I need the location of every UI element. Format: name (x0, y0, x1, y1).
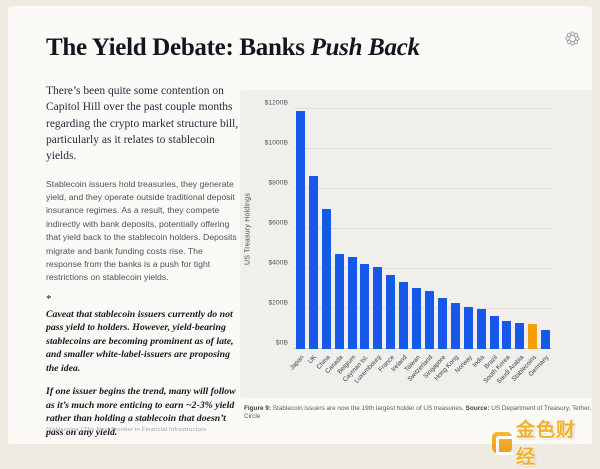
bar-switzerland (425, 291, 435, 349)
gridline (294, 108, 552, 109)
bar-china (321, 209, 331, 349)
commentary-column: There’s been quite some contention on Ca… (46, 83, 240, 449)
bar-hong-kong (450, 303, 460, 349)
bar-france (386, 275, 396, 349)
bar-cayman-isl- (360, 264, 370, 349)
slide-background: { "slide": { "title": { "regular": "The … (8, 6, 594, 468)
bar-canada (334, 254, 344, 349)
bar-india (476, 309, 486, 349)
bar-slot: China (315, 109, 333, 371)
bar-slot: Taiwan (403, 109, 423, 373)
jinse-logo-icon (492, 431, 515, 455)
figure-caption: Figure 9: Stablecoin issuers are now the… (244, 405, 594, 422)
y-tick-label: $0B (275, 339, 288, 346)
footnote-marker: * (46, 292, 52, 305)
bar-slot: Luxembourg (354, 109, 384, 385)
x-tick-label: Japan (288, 354, 306, 372)
bar-taiwan (412, 288, 422, 349)
bar-germany (541, 330, 551, 349)
bar-saudi-arabia (515, 323, 525, 349)
y-tick-label: $200B (268, 299, 288, 307)
bar-brazil (489, 316, 499, 349)
bar-chart-plot: US Treasury Holdings $0B $200B $400B $600B $… (245, 99, 552, 385)
bar-slot: South Korea (483, 109, 514, 385)
footer-title: Stablecoins | The Next Frontier in Finan… (46, 427, 207, 433)
bar-slot: Ireland (390, 109, 410, 373)
bar-slot: Brazil (483, 109, 501, 370)
bar-south-korea (502, 321, 512, 349)
bar-slot: Hong Kong (434, 109, 462, 382)
bar-slot: Saudi Arabia (495, 109, 526, 385)
bar-luxembourg (373, 267, 383, 349)
title-regular: The Yield Debate: Banks (46, 34, 311, 61)
bar-stablecoins (528, 324, 538, 349)
body-paragraph: Stablecoin issuers hold treasuries, they… (46, 178, 237, 283)
footnote-paragraph-2: If one issuer begins the trend, many wil… (46, 386, 236, 438)
bar-slot: India (472, 109, 488, 369)
bars-layer: Japan UK China Canada Belgium Cayman Isl. Luxe… (289, 109, 552, 385)
source-text: US Department of Treasury, Tether, Circl… (244, 405, 592, 421)
footnote-paragraph-1: Caveat that stablecoin issuers currently… (46, 308, 234, 374)
bar-slot: Belgium (336, 109, 359, 376)
rosette-logo-icon (565, 31, 580, 46)
bar-slot: France (377, 109, 397, 373)
bar-uk (308, 176, 318, 349)
bar-japan (295, 111, 305, 349)
gridline (294, 148, 552, 149)
bar-norway (463, 307, 473, 349)
bar-slot: Singapore (423, 109, 449, 380)
bar-slot: Stablecoins (510, 109, 539, 383)
title-italic: Push Back (310, 34, 420, 61)
bar-slot: UK (307, 109, 320, 365)
intro-paragraph: There’s been quite some contention on Ca… (46, 85, 239, 163)
page-title: The Yield Debate: Banks Push Back (46, 34, 420, 62)
y-tick-label: $400B (268, 259, 288, 267)
jinse-watermark: 金色财经 (492, 415, 592, 469)
source-label: Source: (465, 405, 490, 412)
jinse-watermark-text: 金色财经 (515, 420, 576, 468)
gridline (294, 348, 552, 349)
y-axis-title: US Treasury Holdings (244, 192, 252, 266)
bar-slot: Cayman Isl. (342, 109, 372, 383)
y-tick-label: $800B (268, 179, 288, 187)
gridline (294, 308, 552, 310)
bar-slot: Japan (289, 109, 307, 372)
chart-card: US Treasury Holdings $0B $200B $400B $600B $… (240, 90, 593, 398)
bar-singapore (437, 298, 447, 349)
gridline (294, 268, 552, 270)
bar-slot: Norway (453, 109, 475, 375)
figure-label: Figure 9: (244, 405, 271, 412)
bar-slot: Germany (528, 109, 552, 378)
slide-card: The Yield Debate: Banks Push Back There’… (8, 6, 594, 468)
y-tick-label: $1200B (264, 99, 288, 106)
figure-text: Stablecoin issuers are now the 19th larg… (271, 405, 466, 412)
gridline (294, 188, 552, 190)
bar-ireland (399, 282, 409, 349)
bar-slot: Canada (324, 109, 346, 375)
y-tick-label: $600B (268, 219, 288, 226)
bar-slot: Switzerland (407, 109, 436, 383)
gridline (294, 228, 552, 229)
bar-belgium (347, 257, 357, 349)
y-tick-label: $1000B (264, 139, 288, 146)
